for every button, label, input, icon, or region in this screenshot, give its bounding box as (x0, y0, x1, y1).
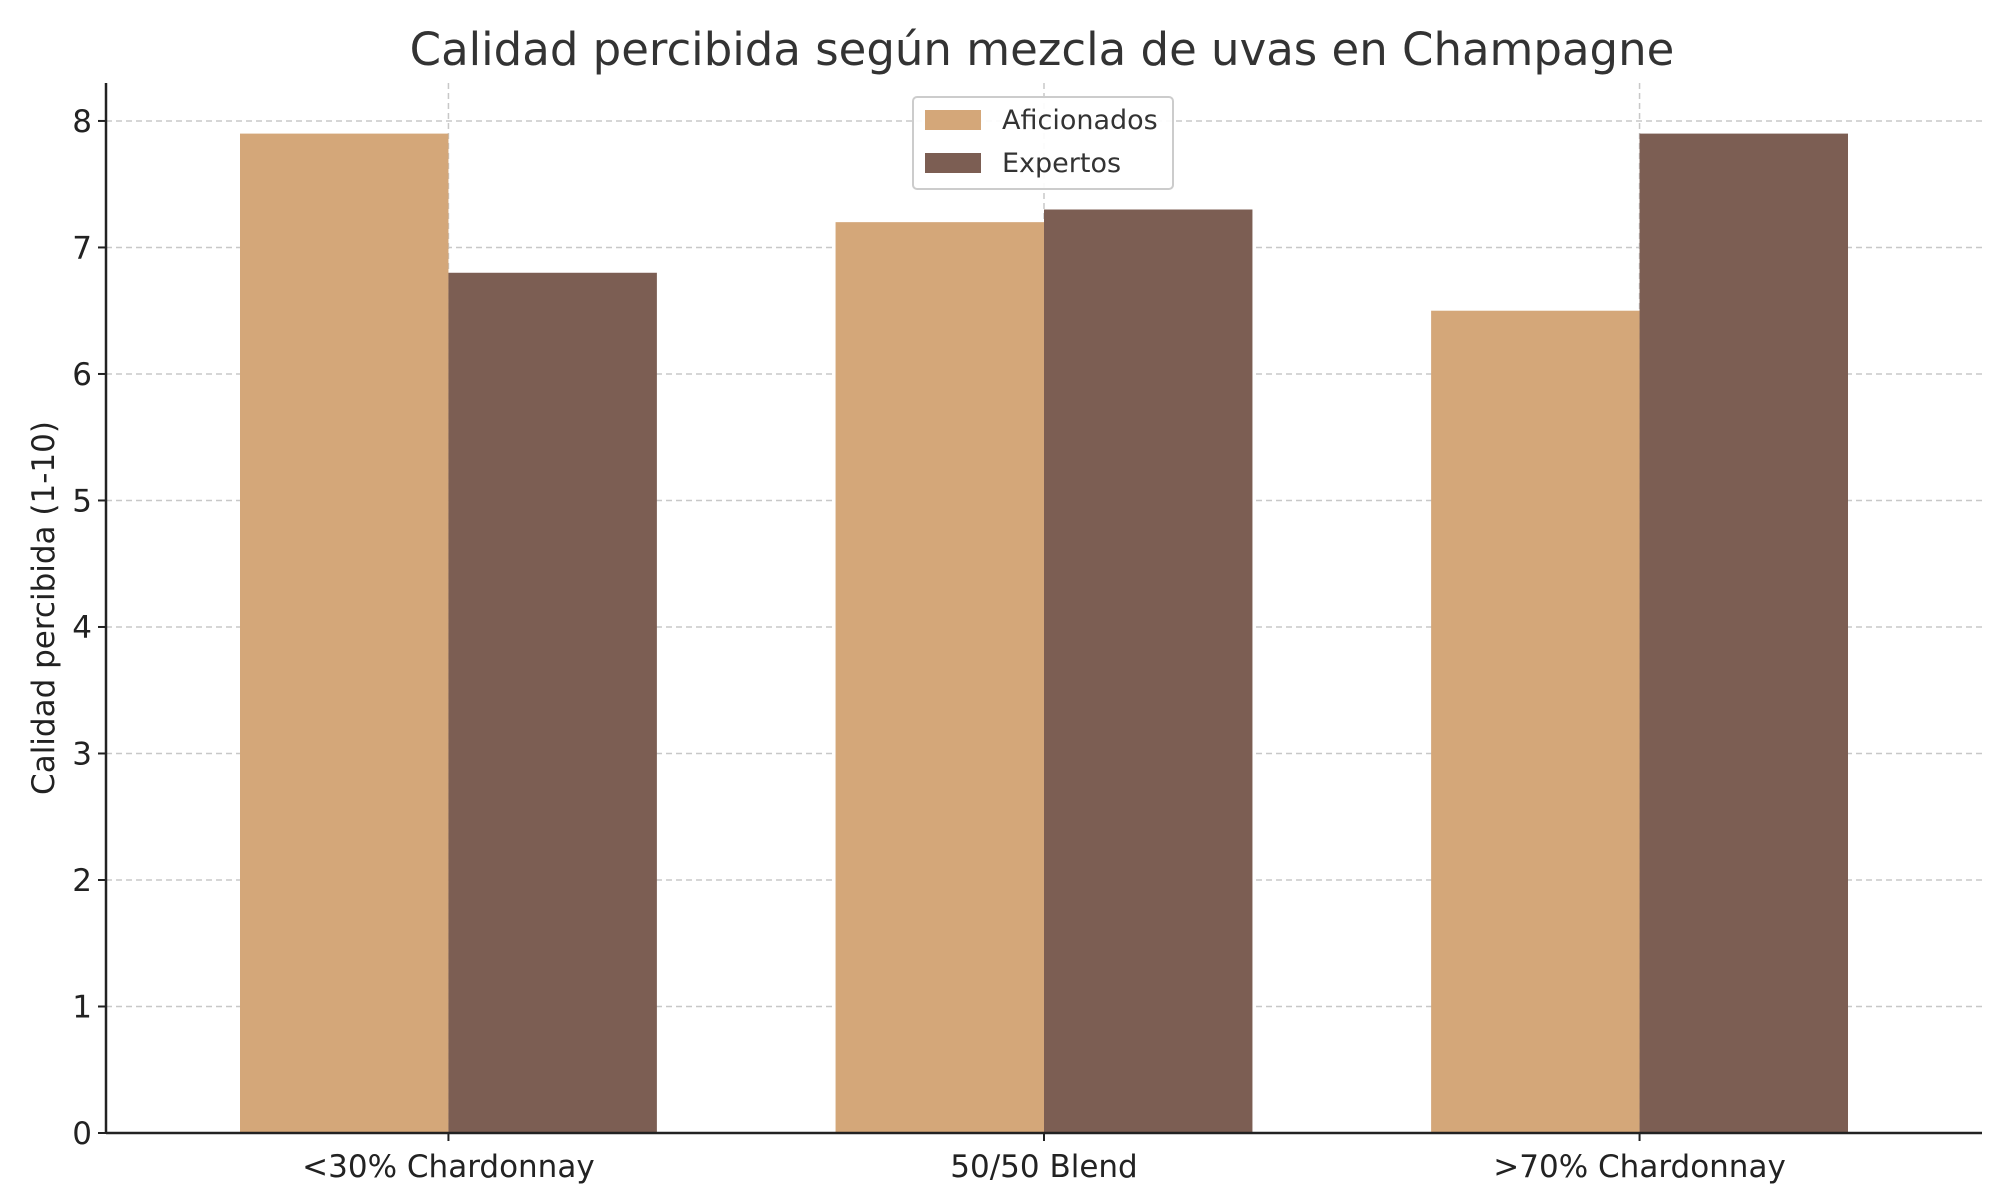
bar-aficionados-1 (835, 222, 1044, 1134)
y-tick-label: 7 (72, 230, 92, 266)
y-tick-label: 3 (72, 736, 92, 772)
y-tick-label: 6 (72, 357, 92, 393)
y-axis-label: Calidad percibida (1-10) (26, 421, 62, 795)
bar-expertos-0 (448, 272, 657, 1133)
y-tick-label: 8 (72, 104, 92, 140)
bar-expertos-2 (1639, 133, 1848, 1133)
x-tick-label: >70% Chardonnay (1493, 1149, 1786, 1185)
bar-expertos-1 (1044, 209, 1253, 1133)
bar-aficionados-2 (1431, 310, 1640, 1134)
bar-aficionados-0 (240, 133, 449, 1133)
y-tick-label: 4 (72, 610, 92, 646)
x-tick-label: 50/50 Blend (950, 1149, 1137, 1185)
y-tick-label: 5 (72, 483, 92, 519)
chart-title: Calidad percibida según mezcla de uvas e… (410, 23, 1675, 76)
legend-label-aficionados: Aficionados (1002, 105, 1158, 136)
x-tick-label: <30% Chardonnay (302, 1149, 595, 1185)
legend-label-expertos: Expertos (1002, 148, 1121, 179)
y-tick-label: 0 (72, 1116, 92, 1152)
legend-swatch-aficionados (925, 110, 981, 130)
legend-swatch-expertos (925, 153, 981, 173)
x-ticks: <30% Chardonnay 50/50 Blend >70% Chardonna… (302, 1133, 1786, 1185)
y-ticks: 0 1 2 3 4 5 6 7 8 (72, 104, 106, 1152)
legend: Aficionados Expertos (912, 96, 1174, 190)
y-tick-label: 1 (72, 989, 92, 1025)
y-tick-label: 2 (72, 863, 92, 899)
bars (240, 133, 1848, 1134)
